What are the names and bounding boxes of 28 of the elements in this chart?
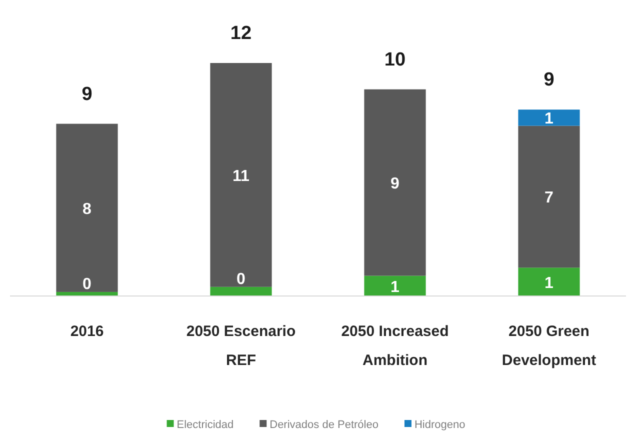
total-label: 10 [384,49,406,70]
bar [56,124,118,292]
data-label: 1 [390,278,400,296]
legend-label: Derivados de Petróleo [270,419,378,431]
data-label: 1 [544,110,554,128]
x-tick-label: 2050 Escenario REF [186,323,296,369]
bar [518,110,580,126]
data-label: 1 [544,274,554,292]
data-label: 9 [390,176,400,193]
bar [364,276,426,296]
bar [210,63,272,287]
x-tick-label: 2050 Green Development [502,323,596,369]
data-label: 0 [236,270,246,288]
data-label: 0 [82,276,92,293]
bar [364,89,426,276]
total-label: 12 [230,23,252,44]
total-label: 9 [82,84,92,105]
data-label: 7 [544,190,554,207]
x-tick-label: 2050 Increased Ambition [341,323,449,369]
bar [518,126,580,268]
data-label: 8 [82,200,92,218]
x-tick-label: 2016 [70,323,104,340]
legend-label: Hidrogeno [414,419,466,431]
total-label: 9 [544,70,554,91]
bar [210,286,272,296]
legend-label: Electricidad [176,419,234,431]
data-label: 11 [232,168,250,185]
bar [518,268,580,296]
